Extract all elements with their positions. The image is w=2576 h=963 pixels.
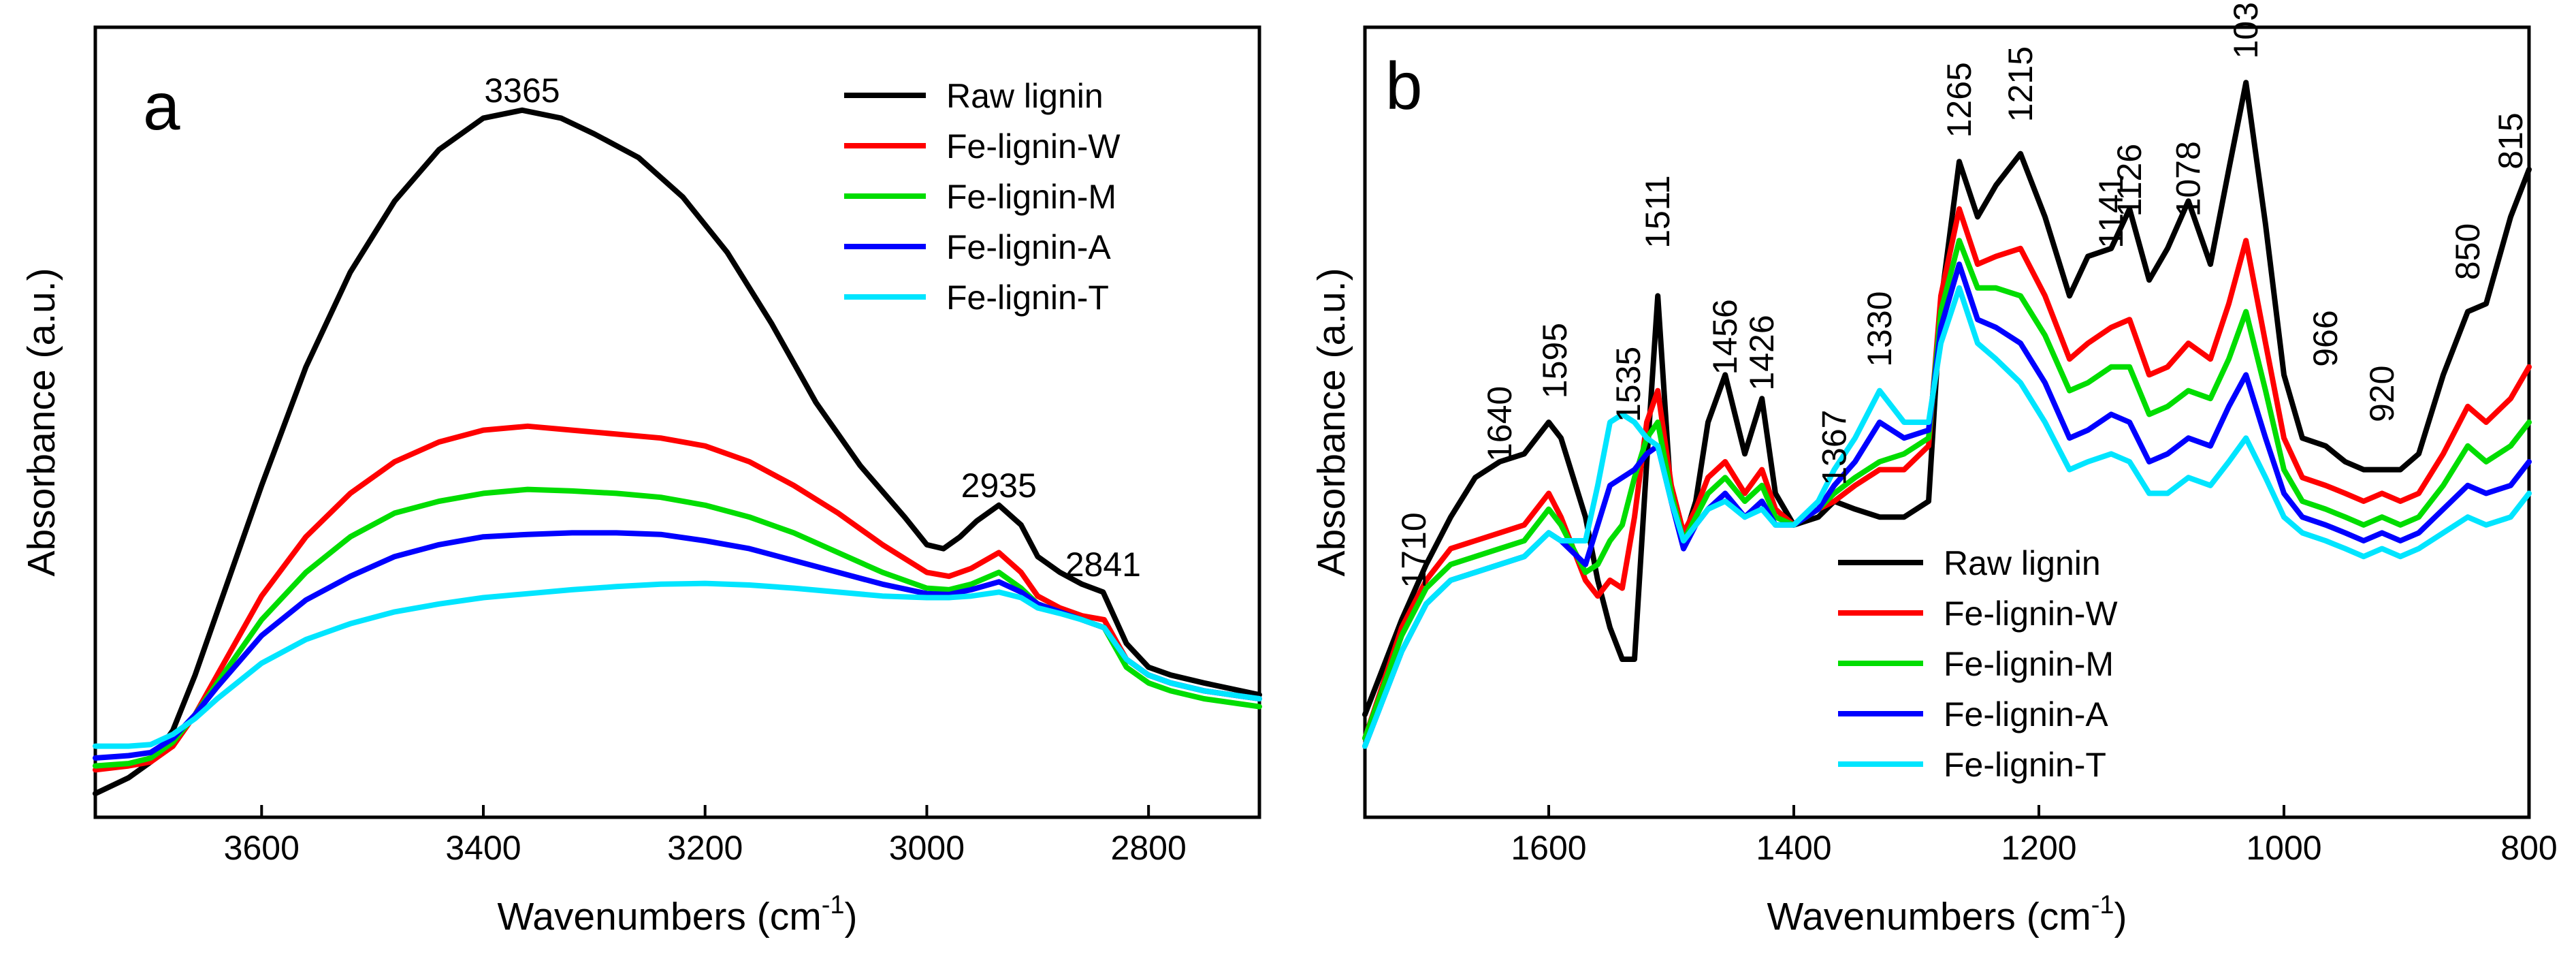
- peak-label-1456: 1456: [1706, 299, 1744, 375]
- legend-b-label-raw-lignin: Raw lignin: [1944, 544, 2101, 582]
- legend-a-label-fe-lignin-w: Fe-lignin-W: [946, 127, 1121, 165]
- panel-b-y-axis-title: Absorbance (a.u.): [1310, 268, 1353, 576]
- peak-label-1511: 1511: [1639, 175, 1677, 249]
- series-line-fe-lignin-a: [1362, 262, 2532, 749]
- panel-a-curves: [93, 107, 1262, 797]
- panel-a-x-title-end: ): [844, 895, 857, 938]
- peak-label-1126: 1126: [2110, 144, 2148, 217]
- panel-b-curves: [1362, 80, 2532, 749]
- panel-a-x-title-main: Wavenumbers (cm: [498, 895, 822, 938]
- panel-b-x-title-end: ): [2114, 895, 2127, 938]
- peak-label-1141: 1141: [2092, 175, 2130, 249]
- legend-b-label-fe-lignin-m: Fe-lignin-M: [1944, 645, 2114, 683]
- x-tick-label: 3200: [667, 829, 743, 867]
- x-tick-label: 800: [2500, 829, 2557, 867]
- panel-a-x-title-sup: -1: [822, 891, 845, 919]
- series-line-fe-lignin-w: [93, 423, 1262, 773]
- peak-label-815: 815: [2492, 112, 2530, 169]
- peak-label-850: 850: [2449, 223, 2487, 280]
- panel-b: b 1600 1400 1200 1000 800 1710 1640 1595 1535 15…: [1310, 0, 2558, 938]
- series-line-fe-lignin-w: [1362, 206, 2532, 741]
- x-tick-label: 3000: [889, 829, 965, 867]
- x-tick-label: 1400: [1756, 829, 1831, 867]
- panel-a-peak-labels: 3365 2935 2841: [484, 72, 1141, 584]
- panel-a-plot-frame: [93, 25, 1261, 819]
- x-tick-label: 1200: [2001, 829, 2076, 867]
- series-line-fe-lignin-m: [1362, 238, 2532, 741]
- series-line-fe-lignin-t: [1362, 285, 2532, 749]
- legend-b-label-fe-lignin-t: Fe-lignin-T: [1944, 746, 2106, 784]
- peak-label-920: 920: [2363, 366, 2401, 422]
- legend-a-label-fe-lignin-m: Fe-lignin-M: [946, 178, 1116, 216]
- panel-a-y-axis-title: Absorbance (a.u.): [20, 268, 63, 576]
- panel-a-x-axis-title: Wavenumbers (cm-1): [498, 891, 858, 938]
- legend-a-label-raw-lignin: Raw lignin: [946, 77, 1104, 115]
- x-tick-label: 2800: [1111, 829, 1187, 867]
- peak-label-1215: 1215: [2001, 46, 2040, 122]
- x-tick-label: 1600: [1511, 829, 1586, 867]
- peak-label-1426: 1426: [1743, 315, 1781, 390]
- x-tick-label: 3400: [445, 829, 521, 867]
- peak-label-1710: 1710: [1395, 512, 1433, 588]
- legend-b-label-fe-lignin-a: Fe-lignin-A: [1944, 695, 2108, 733]
- panel-b-letter: b: [1385, 48, 1423, 123]
- series-line-fe-lignin-t: [93, 580, 1262, 749]
- panel-a-x-ticks: 3600 3400 3200 3000 2800: [224, 805, 1187, 867]
- peak-label-1031: 1031: [2227, 0, 2265, 59]
- x-tick-label: 3600: [224, 829, 300, 867]
- series-line-raw-lignin: [1362, 80, 2532, 718]
- peak-label-1078: 1078: [2170, 141, 2208, 217]
- peak-label-2841: 2841: [1065, 546, 1141, 584]
- panel-a-legend: Raw lignin Fe-lignin-W Fe-lignin-M Fe-li…: [844, 77, 1121, 317]
- legend-a-label-fe-lignin-a: Fe-lignin-A: [946, 228, 1111, 266]
- peak-label-1595: 1595: [1536, 323, 1574, 398]
- peak-label-1265: 1265: [1940, 62, 1978, 138]
- panel-a-letter: a: [143, 69, 180, 144]
- panel-a: a 3600 3400 3200 3000 2800 3365 2935 2841 Abso…: [20, 25, 1262, 938]
- peak-label-1535: 1535: [1609, 347, 1647, 422]
- peak-label-1367: 1367: [1815, 410, 1853, 486]
- panel-b-x-axis-title: Wavenumbers (cm-1): [1767, 891, 2127, 938]
- panel-b-x-title-sup: -1: [2091, 891, 2114, 919]
- peak-label-966: 966: [2306, 310, 2345, 366]
- peak-label-2935: 2935: [961, 467, 1037, 505]
- peak-label-3365: 3365: [484, 72, 560, 110]
- peak-label-1330: 1330: [1861, 291, 1899, 367]
- x-tick-label: 1000: [2246, 829, 2321, 867]
- peak-label-1640: 1640: [1481, 386, 1519, 462]
- legend-b-label-fe-lignin-w: Fe-lignin-W: [1944, 595, 2118, 633]
- legend-a-label-fe-lignin-t: Fe-lignin-T: [946, 279, 1109, 317]
- panel-b-x-ticks: 1600 1400 1200 1000 800: [1511, 805, 2558, 867]
- panel-b-x-title-main: Wavenumbers (cm: [1767, 895, 2091, 938]
- panel-b-legend: Raw lignin Fe-lignin-W Fe-lignin-M Fe-li…: [1838, 544, 2118, 784]
- series-line-raw-lignin: [93, 107, 1262, 797]
